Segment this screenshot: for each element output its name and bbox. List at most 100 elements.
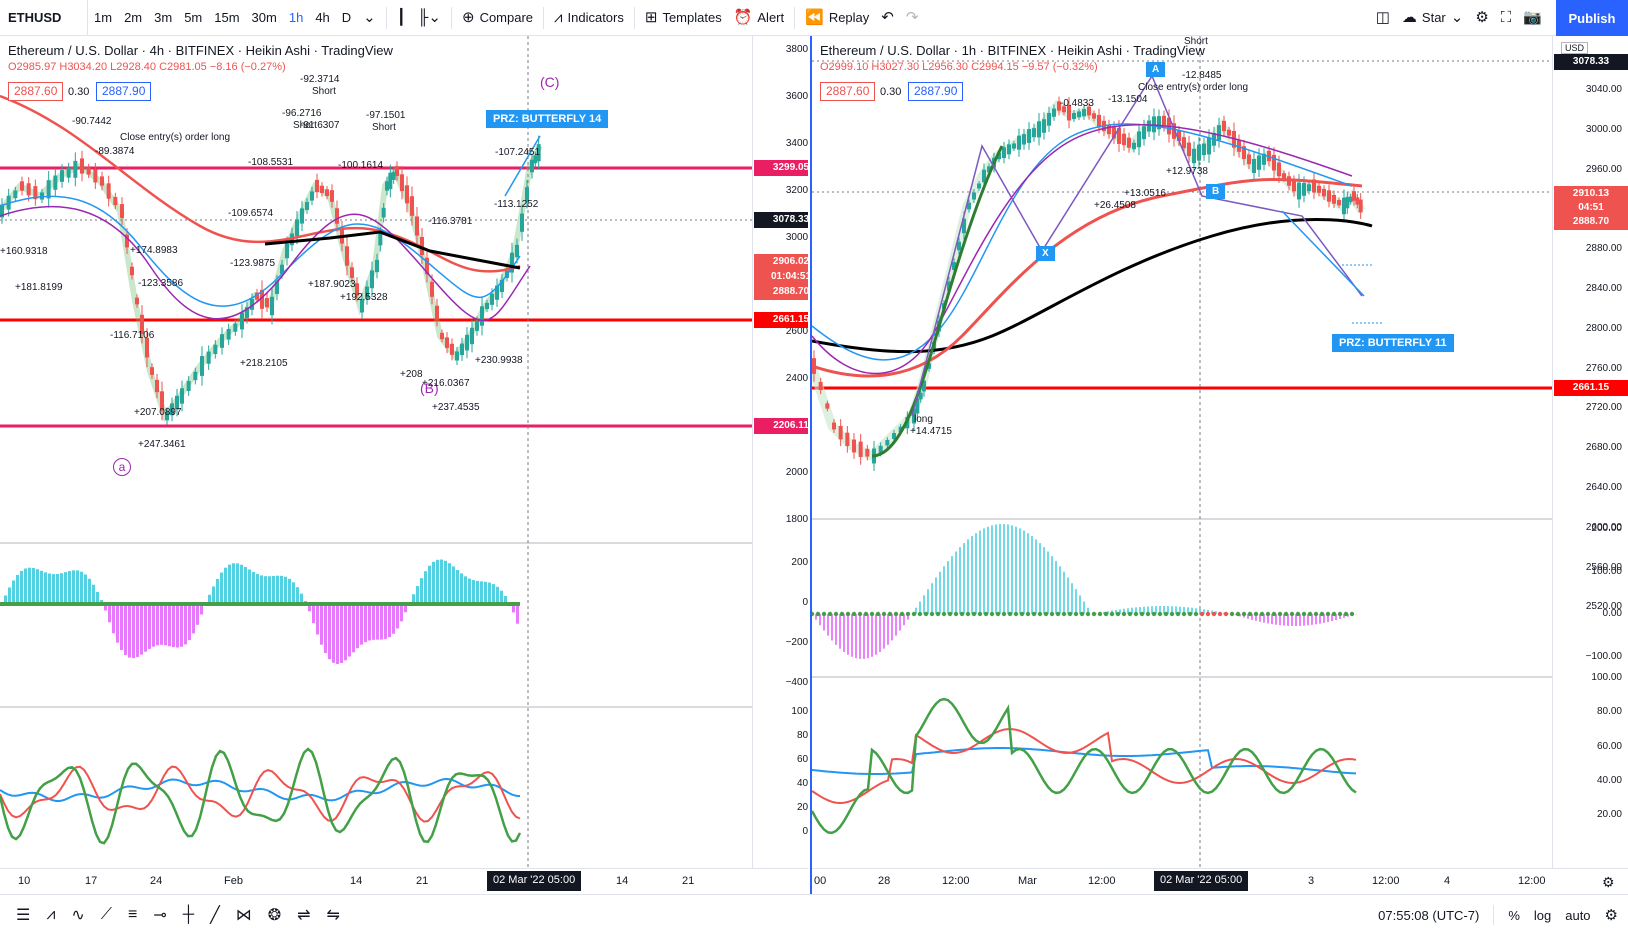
time-tick: 12:00 [942, 875, 970, 887]
candle [1002, 147, 1006, 158]
trendline-icon[interactable]: ⟋ [93, 906, 120, 924]
histogram-bar [256, 574, 259, 604]
zero-dot [924, 612, 928, 616]
rsi-tick: 100.00 [1591, 672, 1622, 683]
trade-annotation: +187.9023 [308, 279, 356, 290]
left-chart-pane[interactable]: Ethereum / U.S. Dollar · 4h · BITFINEX ·… [0, 36, 808, 894]
candle [1052, 109, 1056, 117]
osc-tick: 200.00 [791, 557, 808, 568]
layout-icon[interactable]: ◫ [1370, 0, 1396, 36]
alert-button[interactable]: ⏰Alert [728, 0, 790, 36]
histogram-bar [172, 604, 175, 647]
interval-1h[interactable]: 1h [283, 0, 309, 36]
point-b-label: B [1206, 184, 1225, 199]
interval-5m[interactable]: 5m [178, 0, 208, 36]
interval-15m[interactable]: 15m [208, 0, 245, 36]
long-position-icon[interactable]: ┼ [175, 906, 202, 924]
zero-dot [1278, 612, 1282, 616]
histogram-bar [32, 568, 35, 604]
right-chart-pane[interactable]: Ethereum / U.S. Dollar · 1h · BITFINEX ·… [810, 36, 1628, 894]
log-toggle[interactable]: log [1534, 908, 1551, 923]
currency-label[interactable]: USD [1561, 42, 1588, 54]
zero-dot [888, 612, 892, 616]
xabcd-icon[interactable]: ⋈ [228, 905, 260, 925]
interval-30m[interactable]: 30m [246, 0, 283, 36]
brush-icon[interactable]: ╱ [202, 905, 228, 925]
histogram-bar [292, 582, 295, 604]
interval-1m[interactable]: 1m [88, 0, 118, 36]
candle [395, 166, 399, 176]
compare-button[interactable]: ⊕Compare [456, 0, 539, 36]
right-bid-box[interactable]: 2887.60 [820, 82, 875, 101]
right-price-axis[interactable]: USD 3040.003000.002960.002920.002880.002… [1552, 36, 1628, 894]
price-tick: 3600.00 [786, 91, 808, 102]
gann-icon[interactable]: ❂ [260, 905, 289, 925]
forecast-icon[interactable]: ⇋ [319, 905, 348, 925]
settings-icon[interactable]: ⚙ [1469, 0, 1494, 36]
candle [120, 204, 124, 218]
candle [1027, 129, 1031, 143]
trade-annotation: +14.4715 [910, 426, 952, 437]
zero-dot [936, 612, 940, 616]
replay-button[interactable]: ⏪Replay [799, 0, 875, 36]
price-tick: 3200.00 [786, 185, 808, 196]
histogram-bar [220, 573, 223, 604]
divider [634, 7, 635, 29]
zero-dot [1146, 612, 1150, 616]
publish-button[interactable]: Publish [1556, 0, 1628, 36]
zero-dot [1128, 612, 1132, 616]
horizontal-line-icon[interactable]: ⊸ [145, 905, 174, 925]
settings-icon[interactable]: ⚙ [1602, 874, 1615, 891]
left-bid-box[interactable]: 2887.60 [8, 82, 63, 101]
elliott-wave-icon[interactable]: ∿ [63, 905, 92, 925]
percent-toggle[interactable]: % [1508, 908, 1520, 923]
histogram-bar [356, 604, 359, 648]
indicators-button[interactable]: ⩘Indicators [548, 0, 630, 36]
symbol-search[interactable]: ETHUSD [0, 0, 88, 36]
interval-d[interactable]: D [336, 0, 357, 36]
candle [350, 267, 354, 278]
time-tick: 24 [150, 875, 162, 887]
star-button[interactable]: ☁Star⌄ [1396, 0, 1469, 36]
candle-type-icon[interactable]: ╟⌄ [412, 0, 447, 36]
zero-dot [1314, 612, 1318, 616]
templates-button[interactable]: ⊞Templates [639, 0, 728, 36]
zero-dot [1260, 612, 1264, 616]
bar-style-icon[interactable]: ┃ [391, 0, 412, 36]
candle [40, 192, 44, 199]
fib-icon[interactable]: ≡ [120, 906, 145, 924]
settings-icon[interactable]: ⚙ [1605, 906, 1618, 924]
fullscreen-icon[interactable]: ⛶ [1495, 0, 1518, 36]
price-band [0, 146, 540, 416]
cursor-menu-icon[interactable]: ☰ [0, 905, 38, 925]
histogram-bar [68, 571, 71, 604]
interval-2m[interactable]: 2m [118, 0, 148, 36]
interval-4h[interactable]: 4h [309, 0, 335, 36]
redo-icon[interactable]: ↷ [900, 0, 925, 36]
trade-annotation: +160.9318 [0, 246, 48, 257]
undo-icon[interactable]: ↶ [875, 0, 900, 36]
candle [315, 180, 319, 192]
candle [400, 174, 404, 191]
right-ask-box[interactable]: 2887.90 [908, 82, 963, 101]
left-price-axis[interactable]: 3800.003600.003400.003200.003000.002800.… [752, 36, 808, 894]
pattern-icon[interactable]: ⩘ [38, 906, 63, 924]
left-ask-box[interactable]: 2887.90 [96, 82, 151, 101]
measure-icon[interactable]: ⇌ [289, 905, 318, 925]
candle [335, 208, 339, 224]
zero-dot [1266, 612, 1270, 616]
trade-annotation: -91.6307 [300, 120, 339, 131]
camera-icon[interactable]: 📷 [1517, 0, 1548, 36]
trade-annotation: -13.1504 [1108, 94, 1147, 105]
candle [295, 219, 299, 236]
interval-dropdown-icon[interactable]: ⌄ [357, 0, 382, 36]
trade-annotation: Short [1184, 36, 1208, 47]
auto-toggle[interactable]: auto [1565, 908, 1590, 923]
histogram-bar [336, 604, 339, 664]
histogram-bar [252, 572, 255, 604]
right-time-cursor: 02 Mar '22 05:00 [1154, 871, 1248, 891]
interval-3m[interactable]: 3m [148, 0, 178, 36]
left-time-cursor: 02 Mar '22 05:00 [487, 871, 581, 891]
